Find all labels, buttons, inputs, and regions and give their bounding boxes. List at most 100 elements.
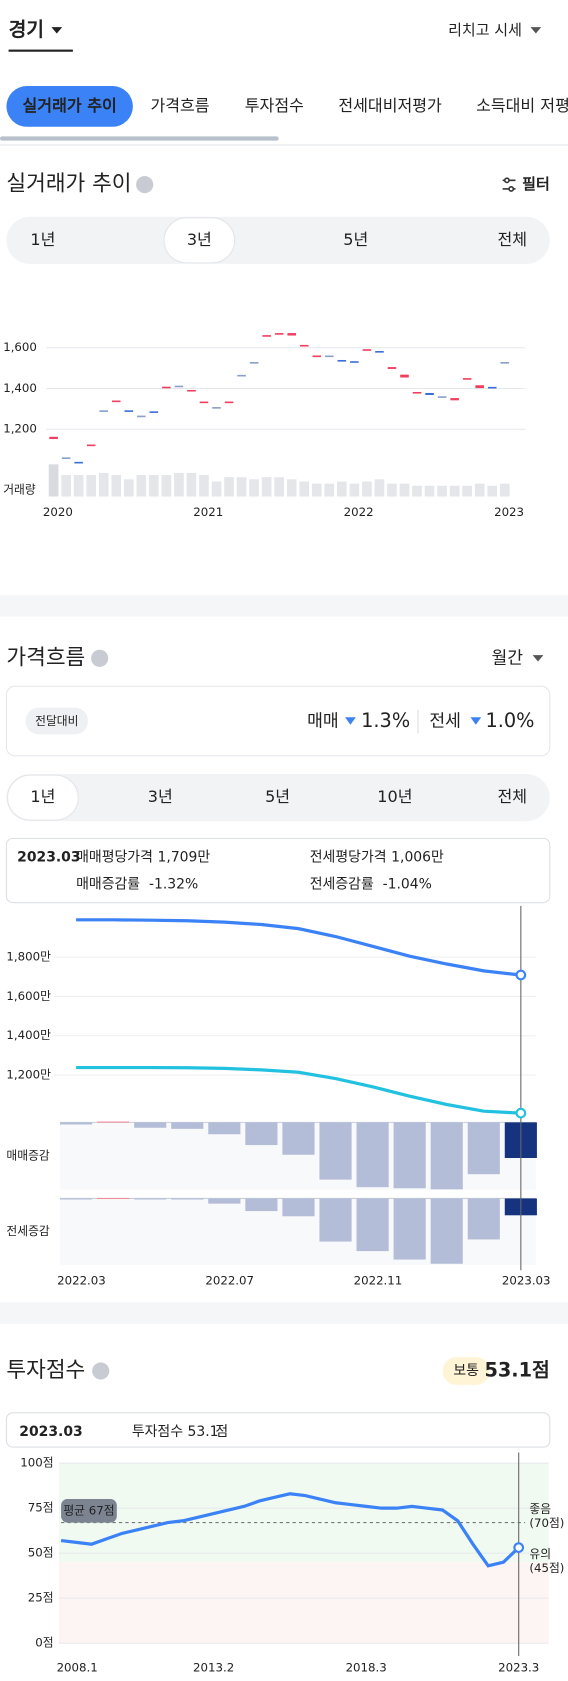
candle [99, 410, 109, 412]
candle [237, 374, 246, 377]
volume-bar [299, 481, 310, 497]
volume-bar [249, 479, 259, 497]
change-bar [60, 1198, 93, 1200]
threshold-value: (45점) [529, 1561, 564, 1575]
period-option[interactable]: 전체 [497, 230, 527, 249]
volume-bar [499, 483, 510, 497]
tooltip-label: 매매평당가격 [76, 850, 153, 866]
section-title: 가격흐름 [6, 645, 85, 670]
section-title: 투자점수 [6, 1358, 85, 1383]
candle [74, 461, 83, 464]
region-underline [8, 49, 73, 52]
bar-panel-label: 매매증감 [6, 1149, 49, 1163]
x-tick-label: 2022 [344, 505, 374, 519]
tab[interactable]: 투자점수 [245, 96, 304, 115]
x-tick-label: 2021 [193, 505, 223, 519]
help-icon[interactable] [92, 1362, 110, 1380]
volume-bar [161, 475, 172, 497]
good-zone [58, 1463, 549, 1563]
x-tick-label: 2022.11 [354, 1273, 403, 1287]
period-selector [6, 774, 550, 822]
price-link[interactable]: 리치고 시세 [448, 21, 522, 39]
dropdown-icon[interactable] [532, 655, 544, 662]
tab[interactable]: 실거래가 추이 [23, 96, 117, 115]
candle [400, 374, 409, 378]
period-selected[interactable] [6, 774, 79, 821]
tooltip-value: 1,709만 [158, 850, 211, 866]
help-icon[interactable] [136, 176, 154, 194]
candle [212, 407, 221, 409]
x-tick-label: 2018.3 [346, 1660, 387, 1674]
volume-bar [462, 485, 472, 497]
volume-bar [48, 464, 59, 497]
tab[interactable]: 가격흐름 [150, 96, 209, 115]
volume-bar [337, 481, 347, 497]
period-option[interactable]: 1년 [30, 787, 55, 806]
threshold-label: 좋음 [529, 1502, 551, 1516]
candle [375, 351, 384, 353]
candle [224, 401, 234, 404]
period-option[interactable]: 5년 [265, 787, 290, 806]
volume-bar [61, 475, 71, 497]
volume-bar [324, 483, 335, 497]
candle [249, 362, 259, 364]
selected-point [515, 1107, 527, 1119]
candle [262, 335, 271, 337]
period-option[interactable]: 전체 [497, 787, 527, 806]
threshold-label: 유의 [529, 1547, 551, 1561]
change-bar [134, 1122, 167, 1128]
candle [462, 378, 472, 380]
tooltip-date: 2023.03 [19, 1424, 82, 1440]
tooltip-date: 2023.03 [17, 850, 80, 866]
candle [312, 355, 322, 358]
interval-select[interactable]: 월간 [491, 648, 523, 668]
period-option[interactable]: 3년 [148, 787, 173, 806]
x-tick-label: 2023.3 [498, 1660, 539, 1674]
y-tick-label: 1,200 [3, 422, 37, 436]
volume-bar [374, 479, 385, 497]
help-icon[interactable] [91, 649, 109, 667]
candle [199, 401, 209, 404]
change-bar [393, 1198, 426, 1260]
period-option[interactable]: 1년 [30, 230, 55, 249]
candle [287, 333, 296, 336]
volume-bar [286, 479, 297, 497]
change-bar [208, 1122, 241, 1135]
period-selected[interactable] [163, 217, 236, 264]
dropdown-icon[interactable] [51, 27, 63, 34]
volume-bar [123, 479, 134, 497]
region-select[interactable]: 경기 [9, 18, 44, 41]
filter-icon[interactable] [502, 177, 516, 192]
volume-bar [224, 477, 234, 497]
y-tick-label: 50점 [28, 1546, 54, 1560]
change-bar [467, 1198, 500, 1240]
y-tick-label: 1,400 [3, 381, 37, 395]
volume-bar [424, 485, 435, 497]
threshold-value: (70점) [529, 1516, 564, 1530]
volume-bar [111, 475, 122, 497]
tab[interactable]: 전세대비저평가 [338, 96, 442, 115]
change-bar [356, 1198, 389, 1252]
change-bar [430, 1198, 463, 1264]
y-tick-label: 25점 [28, 1591, 54, 1605]
tooltip-unit: 점 [215, 1424, 228, 1440]
dropdown-icon[interactable] [530, 27, 542, 34]
change-bar [430, 1122, 463, 1190]
tooltip-value: -1.04% [383, 876, 432, 892]
y-tick-label: 1,600 [3, 340, 37, 354]
period-option[interactable]: 5년 [343, 230, 368, 249]
tab[interactable]: 소득대비 저평 [476, 96, 568, 115]
volume-bar [186, 472, 197, 497]
period-option[interactable]: 10년 [377, 787, 412, 806]
candle [350, 361, 359, 363]
period-option[interactable]: 3년 [187, 230, 212, 249]
tab-active-bg[interactable] [6, 86, 133, 127]
selected-point [515, 969, 527, 981]
change-bar [282, 1198, 315, 1217]
y-tick-label: 1,800만 [6, 950, 51, 964]
volume-bar [437, 485, 447, 497]
filter-button[interactable]: 필터 [522, 175, 550, 193]
change-label: 전세 [429, 712, 461, 732]
bar-panel-label: 전세증감 [6, 1224, 49, 1238]
